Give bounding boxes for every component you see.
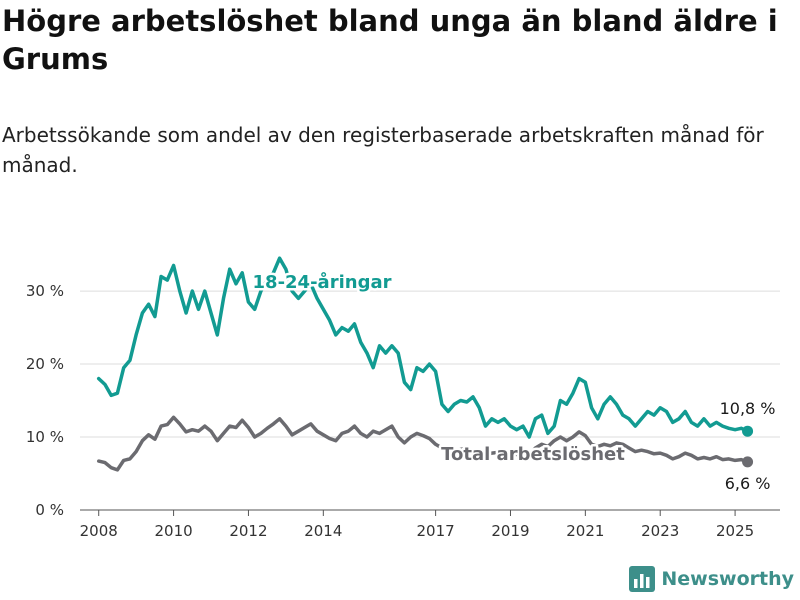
series-end-dot — [742, 456, 754, 468]
x-tick-label: 2023 — [641, 522, 679, 540]
series-labels: 10,8 % 18-24-åringar 6,6 % Total arbetslösh… — [250, 269, 776, 493]
series-name-label: Total arbetslöshet — [441, 444, 625, 465]
x-tick-label: 2014 — [304, 522, 342, 540]
series-lines — [96, 256, 754, 472]
x-axis: 2008 2010 2012 2014 2017 2019 2021 2023 2025 — [80, 510, 754, 540]
series-line-1 — [96, 256, 750, 439]
x-tick-label: 2010 — [154, 522, 192, 540]
series-end-dot — [742, 425, 754, 437]
gridlines: 0 % 10 % 20 % 30 % — [26, 282, 780, 519]
series-end-label: 6,6 % — [725, 474, 771, 493]
y-tick-label: 30 % — [26, 282, 64, 300]
chart-subtitle: Arbetssökande som andel av den registerb… — [2, 123, 764, 177]
x-tick-label: 2012 — [229, 522, 267, 540]
x-tick-label: 2008 — [80, 522, 118, 540]
y-tick-label: 0 % — [35, 501, 64, 519]
series-end-label: 10,8 % — [720, 399, 776, 418]
x-tick-label: 2017 — [417, 522, 455, 540]
chart-bars-icon — [629, 566, 656, 592]
x-tick-label: 2021 — [566, 522, 604, 540]
chart-title: Högre arbetslöshet bland unga än bland ä… — [2, 4, 778, 76]
x-tick-label: 2025 — [716, 522, 754, 540]
brand-name: Newsworthy — [661, 568, 794, 590]
series-name-label: 18-24-åringar — [253, 271, 392, 293]
y-tick-label: 10 % — [26, 428, 64, 446]
brand-logo: Newsworthy — [629, 566, 794, 592]
series-line-2 — [96, 415, 750, 472]
y-tick-label: 20 % — [26, 355, 64, 373]
x-tick-label: 2019 — [491, 522, 529, 540]
